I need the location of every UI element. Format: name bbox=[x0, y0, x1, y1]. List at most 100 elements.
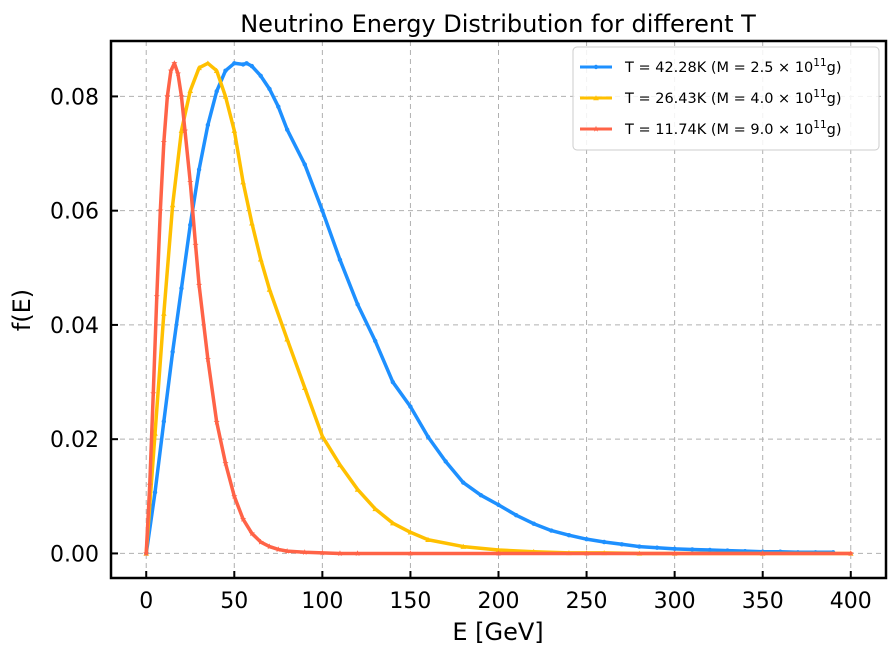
data-point bbox=[319, 549, 326, 556]
data-point bbox=[549, 528, 554, 533]
data-point bbox=[257, 256, 264, 262]
data-point bbox=[161, 310, 167, 316]
series-1 bbox=[144, 61, 836, 556]
data-point bbox=[460, 543, 467, 549]
x-tick-label: 300 bbox=[654, 589, 696, 614]
legend-label-text: T = 42.28K (M = 2.5 × 10 bbox=[624, 60, 813, 76]
data-point bbox=[240, 62, 246, 67]
data-point bbox=[249, 220, 255, 226]
data-point bbox=[153, 293, 160, 299]
data-point bbox=[425, 536, 431, 542]
data-point bbox=[566, 532, 572, 538]
data-point bbox=[584, 536, 589, 542]
data-point bbox=[513, 512, 519, 518]
y-tick-label: 0.04 bbox=[50, 314, 99, 339]
data-point bbox=[654, 545, 660, 550]
data-point bbox=[171, 60, 178, 66]
data-point bbox=[181, 127, 189, 134]
data-point bbox=[373, 338, 378, 344]
data-point bbox=[301, 549, 308, 555]
data-point bbox=[249, 63, 255, 69]
x-tick-label: 250 bbox=[566, 589, 608, 614]
data-point bbox=[284, 336, 290, 342]
legend-label-unit: g) bbox=[827, 91, 842, 107]
data-point bbox=[336, 550, 344, 557]
data-point bbox=[425, 434, 431, 440]
data-point bbox=[244, 61, 249, 66]
data-point bbox=[847, 550, 854, 557]
data-point bbox=[188, 222, 193, 228]
data-point bbox=[284, 547, 291, 554]
x-tick-label: 150 bbox=[389, 589, 431, 614]
data-point bbox=[204, 356, 211, 362]
data-point bbox=[266, 543, 273, 550]
data-point bbox=[671, 550, 678, 557]
x-tick-label: 100 bbox=[301, 589, 343, 614]
data-point bbox=[213, 418, 220, 425]
data-point bbox=[390, 379, 396, 385]
legend-label: T = 11.74K (M = 9.0 × 1011g) bbox=[624, 119, 842, 138]
data-point bbox=[214, 89, 219, 94]
data-point bbox=[222, 459, 229, 466]
data-point bbox=[408, 404, 413, 409]
legend-exponent: 11 bbox=[813, 57, 826, 69]
data-point bbox=[583, 550, 590, 557]
data-point bbox=[161, 419, 167, 424]
x-tick-label: 50 bbox=[220, 589, 248, 614]
data-point bbox=[759, 550, 766, 557]
data-point bbox=[266, 286, 273, 292]
data-point bbox=[160, 138, 167, 145]
data-point bbox=[240, 515, 247, 522]
data-point bbox=[725, 548, 730, 553]
data-point bbox=[205, 122, 211, 128]
data-point bbox=[223, 68, 228, 73]
data-point bbox=[372, 506, 379, 512]
legend-entry: T = 26.43K (M = 4.0 × 1011g) bbox=[580, 88, 842, 107]
data-point bbox=[213, 67, 220, 73]
legend-box bbox=[572, 46, 880, 151]
data-point bbox=[284, 127, 290, 132]
x-tick-label: 200 bbox=[478, 589, 520, 614]
legend-entry: T = 11.74K (M = 9.0 × 1011g) bbox=[580, 119, 842, 138]
data-point bbox=[240, 179, 246, 185]
data-point bbox=[672, 546, 677, 552]
y-tick-label: 0.06 bbox=[50, 200, 99, 225]
data-point bbox=[619, 542, 624, 547]
data-point bbox=[495, 550, 502, 557]
data-point bbox=[407, 550, 414, 557]
data-point bbox=[178, 127, 185, 133]
data-point bbox=[178, 93, 185, 99]
data-point bbox=[592, 125, 600, 132]
data-point bbox=[232, 61, 237, 66]
data-point bbox=[231, 127, 238, 133]
data-point bbox=[187, 87, 194, 93]
data-point bbox=[690, 547, 695, 552]
data-point bbox=[601, 539, 607, 545]
x-tick-label: 350 bbox=[742, 589, 784, 614]
y-tick-label: 0.00 bbox=[50, 542, 99, 567]
data-point bbox=[531, 521, 536, 526]
data-point bbox=[707, 547, 713, 553]
data-point bbox=[187, 178, 194, 185]
legend-label-text: T = 11.74K (M = 9.0 × 10 bbox=[624, 122, 813, 138]
data-point bbox=[301, 384, 308, 391]
data-point bbox=[302, 162, 307, 167]
data-point bbox=[593, 64, 599, 70]
data-point bbox=[337, 462, 343, 468]
data-point bbox=[478, 492, 484, 498]
legend-label-unit: g) bbox=[827, 122, 842, 138]
data-point bbox=[196, 65, 202, 71]
data-point bbox=[319, 433, 326, 439]
series-3 bbox=[143, 60, 854, 557]
legend-label-text: T = 26.43K (M = 4.0 × 10 bbox=[624, 91, 813, 107]
data-point bbox=[276, 104, 281, 109]
data-point bbox=[637, 544, 642, 549]
data-point bbox=[443, 459, 448, 464]
x-axis-label: E [GeV] bbox=[452, 618, 543, 646]
series-group bbox=[143, 60, 854, 557]
data-point bbox=[146, 481, 153, 488]
legend-exponent: 11 bbox=[813, 88, 826, 100]
data-point bbox=[337, 257, 343, 262]
data-point bbox=[257, 538, 264, 545]
